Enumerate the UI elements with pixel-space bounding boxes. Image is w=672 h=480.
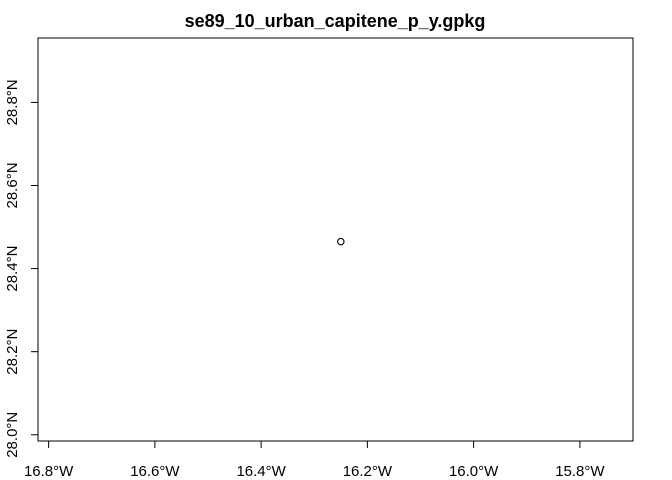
y-tick-label: 28.8°N — [4, 79, 21, 125]
plot-frame — [37, 37, 634, 442]
y-tick-label: 28.4°N — [4, 246, 21, 292]
x-tick-label: 16.6°W — [130, 463, 180, 480]
x-tick-label: 16.8°W — [24, 463, 74, 480]
x-tick-label: 16.0°W — [449, 463, 499, 480]
point-layer — [337, 237, 345, 246]
y-tick-label: 28.6°N — [4, 162, 21, 208]
x-tick-label: 16.4°W — [236, 463, 286, 480]
y-axis: 28.0°N 28.2°N 28.4°N 28.6°N 28.8°N — [4, 79, 38, 458]
data-point — [337, 237, 345, 246]
map-title: se89_10_urban_capitene_p_y.gpkg — [185, 11, 486, 31]
x-tick-label: 15.8°W — [555, 463, 605, 480]
x-tick-label: 16.2°W — [343, 463, 393, 480]
y-tick-label: 28.2°N — [4, 329, 21, 375]
y-tick-label: 28.0°N — [4, 412, 21, 458]
x-axis: 16.8°W 16.6°W 16.4°W 16.2°W 16.0°W 15.8°W — [24, 441, 605, 480]
